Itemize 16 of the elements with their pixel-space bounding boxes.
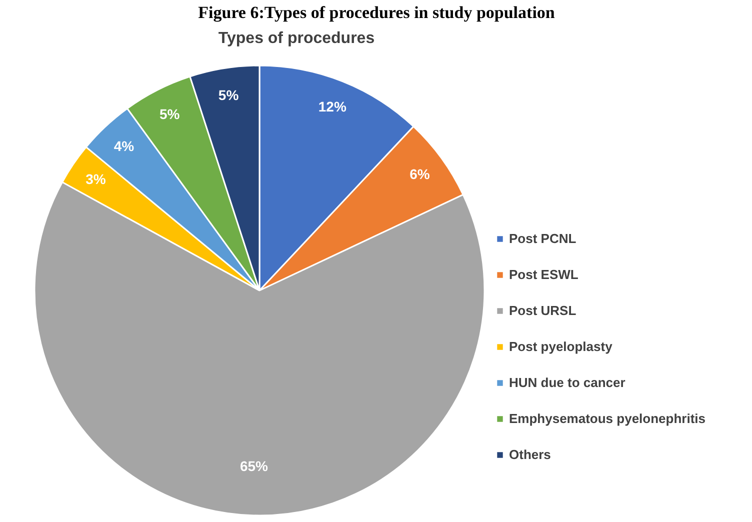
caption: Figure 6:Types of procedures in study population [198, 3, 556, 22]
data-label: 12% [318, 98, 347, 114]
data-label: 65% [240, 458, 269, 474]
data-label: 3% [86, 171, 106, 188]
legend-label: Post pyeloplasty [509, 339, 612, 354]
data-label: 5% [159, 106, 180, 122]
legend-label: HUN due to cancer [509, 375, 626, 390]
legend-label: Post PCNL [509, 231, 576, 246]
data-label: 6% [410, 166, 430, 182]
chart-title: Types of procedures [218, 30, 375, 47]
legend-label: Post URSL [509, 303, 576, 318]
data-label: 5% [218, 86, 240, 103]
legend-label: Emphysematous pyelonephritis [509, 411, 706, 426]
legend-label: Post ESWL [509, 267, 578, 282]
legend-label: Others [509, 447, 551, 462]
data-label: 4% [114, 138, 135, 154]
